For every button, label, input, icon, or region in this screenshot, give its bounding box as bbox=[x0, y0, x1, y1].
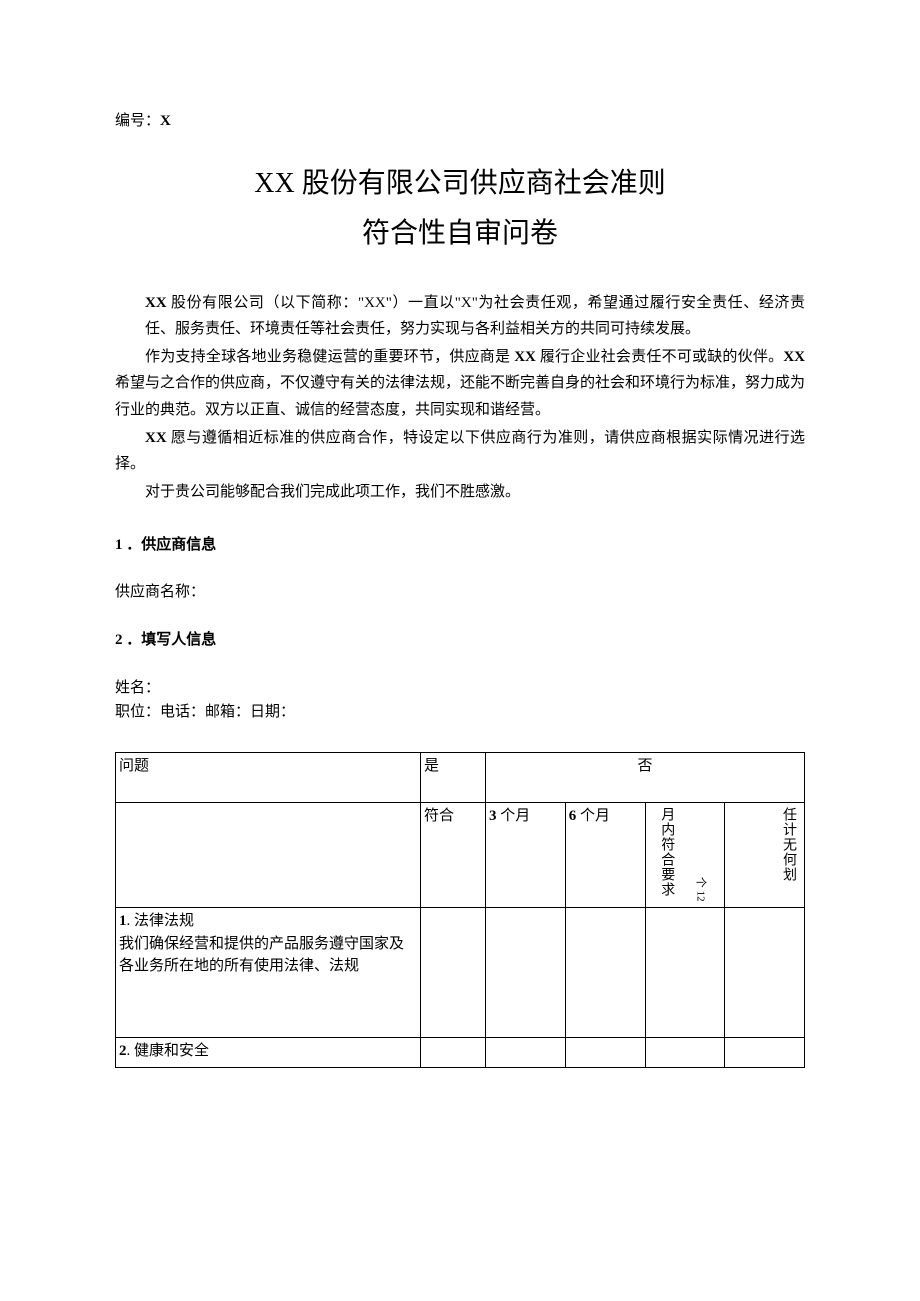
th-question: 问题 bbox=[116, 753, 421, 803]
paragraph-3: XX 愿与遵循相近标准的供应商合作，特设定以下供应商行为准则，请供应商根据实际情… bbox=[115, 425, 805, 478]
section-1-heading: 1 ．供应商信息 bbox=[115, 534, 805, 557]
paragraph-4: 对于贵公司能够配合我们完成此项工作，我们不胜感激。 bbox=[115, 479, 805, 505]
q1-yes[interactable] bbox=[421, 908, 486, 1038]
questionnaire-table: 问题 是 否 符合 3 个月 6 个月 月内符合要求 个 12 任计无何划 1.… bbox=[115, 752, 805, 1068]
th-12m-text: 月内符合要求 bbox=[658, 807, 675, 897]
q1-6m[interactable] bbox=[565, 908, 645, 1038]
table-header-row2: 符合 3 个月 6 个月 月内符合要求 个 12 任计无何划 bbox=[116, 803, 805, 908]
doc-number-value: X bbox=[160, 113, 171, 129]
th-noplan: 任计无何划 bbox=[725, 803, 805, 908]
th-12m-num: 个 12 bbox=[692, 876, 709, 901]
q2-12m[interactable] bbox=[645, 1038, 725, 1068]
th-3month: 3 个月 bbox=[486, 803, 566, 908]
intro-paragraphs: XX 股份有限公司（以下简称："XX"）一直以"X"为社会责任观，希望通过履行安… bbox=[115, 290, 805, 506]
q1-12m[interactable] bbox=[645, 908, 725, 1038]
filler-other: 职位：电话：邮箱：日期： bbox=[115, 700, 805, 724]
p2-c: 履行企业社会责任不可或缺的伙伴。 bbox=[536, 349, 783, 365]
title-line-2: 符合性自审问卷 bbox=[115, 213, 805, 255]
paragraph-1: XX 股份有限公司（以下简称："XX"）一直以"X"为社会责任观，希望通过履行安… bbox=[115, 290, 805, 343]
th-noplan-text: 任计无何划 bbox=[779, 807, 796, 882]
th-conform: 符合 bbox=[421, 803, 486, 908]
p2-a: 作为支持全球各地业务稳健运营的重要环节，供应商是 bbox=[145, 349, 514, 365]
q2-title: . 健康和安全 bbox=[127, 1043, 210, 1059]
q2-cell: 2. 健康和安全 bbox=[116, 1038, 421, 1068]
q1-cell: 1. 法律法规 我们确保经营和提供的产品服务遵守国家及各业务所在地的所有使用法律… bbox=[116, 908, 421, 1038]
p2-b: XX bbox=[514, 349, 536, 365]
q2-num: 2 bbox=[119, 1043, 127, 1059]
filler-info-fields: 姓名： 职位：电话：邮箱：日期： bbox=[115, 676, 805, 724]
th-6month: 6 个月 bbox=[565, 803, 645, 908]
th-blank bbox=[116, 803, 421, 908]
p3-b: 愿与遵循相近标准的供应商合作，特设定以下供应商行为准则，请供应商根据实际情况进行… bbox=[115, 430, 805, 472]
th-no: 否 bbox=[486, 753, 805, 803]
table-row: 1. 法律法规 我们确保经营和提供的产品服务遵守国家及各业务所在地的所有使用法律… bbox=[116, 908, 805, 1038]
doc-number: 编号：X bbox=[115, 110, 805, 133]
p1-rest: 股份有限公司（以下简称："XX"）一直以"X"为社会责任观，希望通过履行安全责任… bbox=[145, 295, 805, 337]
th-12month: 月内符合要求 个 12 bbox=[645, 803, 725, 908]
section-2-heading: 2 ．填写人信息 bbox=[115, 629, 805, 652]
paragraph-2: 作为支持全球各地业务稳健运营的重要环节，供应商是 XX 履行企业社会责任不可或缺… bbox=[115, 344, 805, 423]
q1-title: . 法律法规 bbox=[127, 913, 195, 929]
p2-e: 希望与之合作的供应商，不仅遵守有关的法律法规，还能不断完善自身的社会和环境行为标… bbox=[115, 375, 805, 417]
doc-number-label: 编号： bbox=[115, 113, 160, 129]
q2-yes[interactable] bbox=[421, 1038, 486, 1068]
table-row: 2. 健康和安全 bbox=[116, 1038, 805, 1068]
p1-bold: XX bbox=[145, 295, 167, 311]
q1-desc: 我们确保经营和提供的产品服务遵守国家及各业务所在地的所有使用法律、法规 bbox=[119, 936, 404, 975]
filler-name: 姓名： bbox=[115, 676, 805, 700]
supplier-name-field: 供应商名称： bbox=[115, 581, 805, 604]
q1-3m[interactable] bbox=[486, 908, 566, 1038]
table-header-row1: 问题 是 否 bbox=[116, 753, 805, 803]
q2-noplan[interactable] bbox=[725, 1038, 805, 1068]
q2-3m[interactable] bbox=[486, 1038, 566, 1068]
title-line-1: XX 股份有限公司供应商社会准则 bbox=[115, 163, 805, 205]
p3-a: XX bbox=[145, 430, 167, 446]
th-yes: 是 bbox=[421, 753, 486, 803]
q1-num: 1 bbox=[119, 913, 127, 929]
q1-noplan[interactable] bbox=[725, 908, 805, 1038]
q2-6m[interactable] bbox=[565, 1038, 645, 1068]
p2-d: XX bbox=[783, 349, 805, 365]
